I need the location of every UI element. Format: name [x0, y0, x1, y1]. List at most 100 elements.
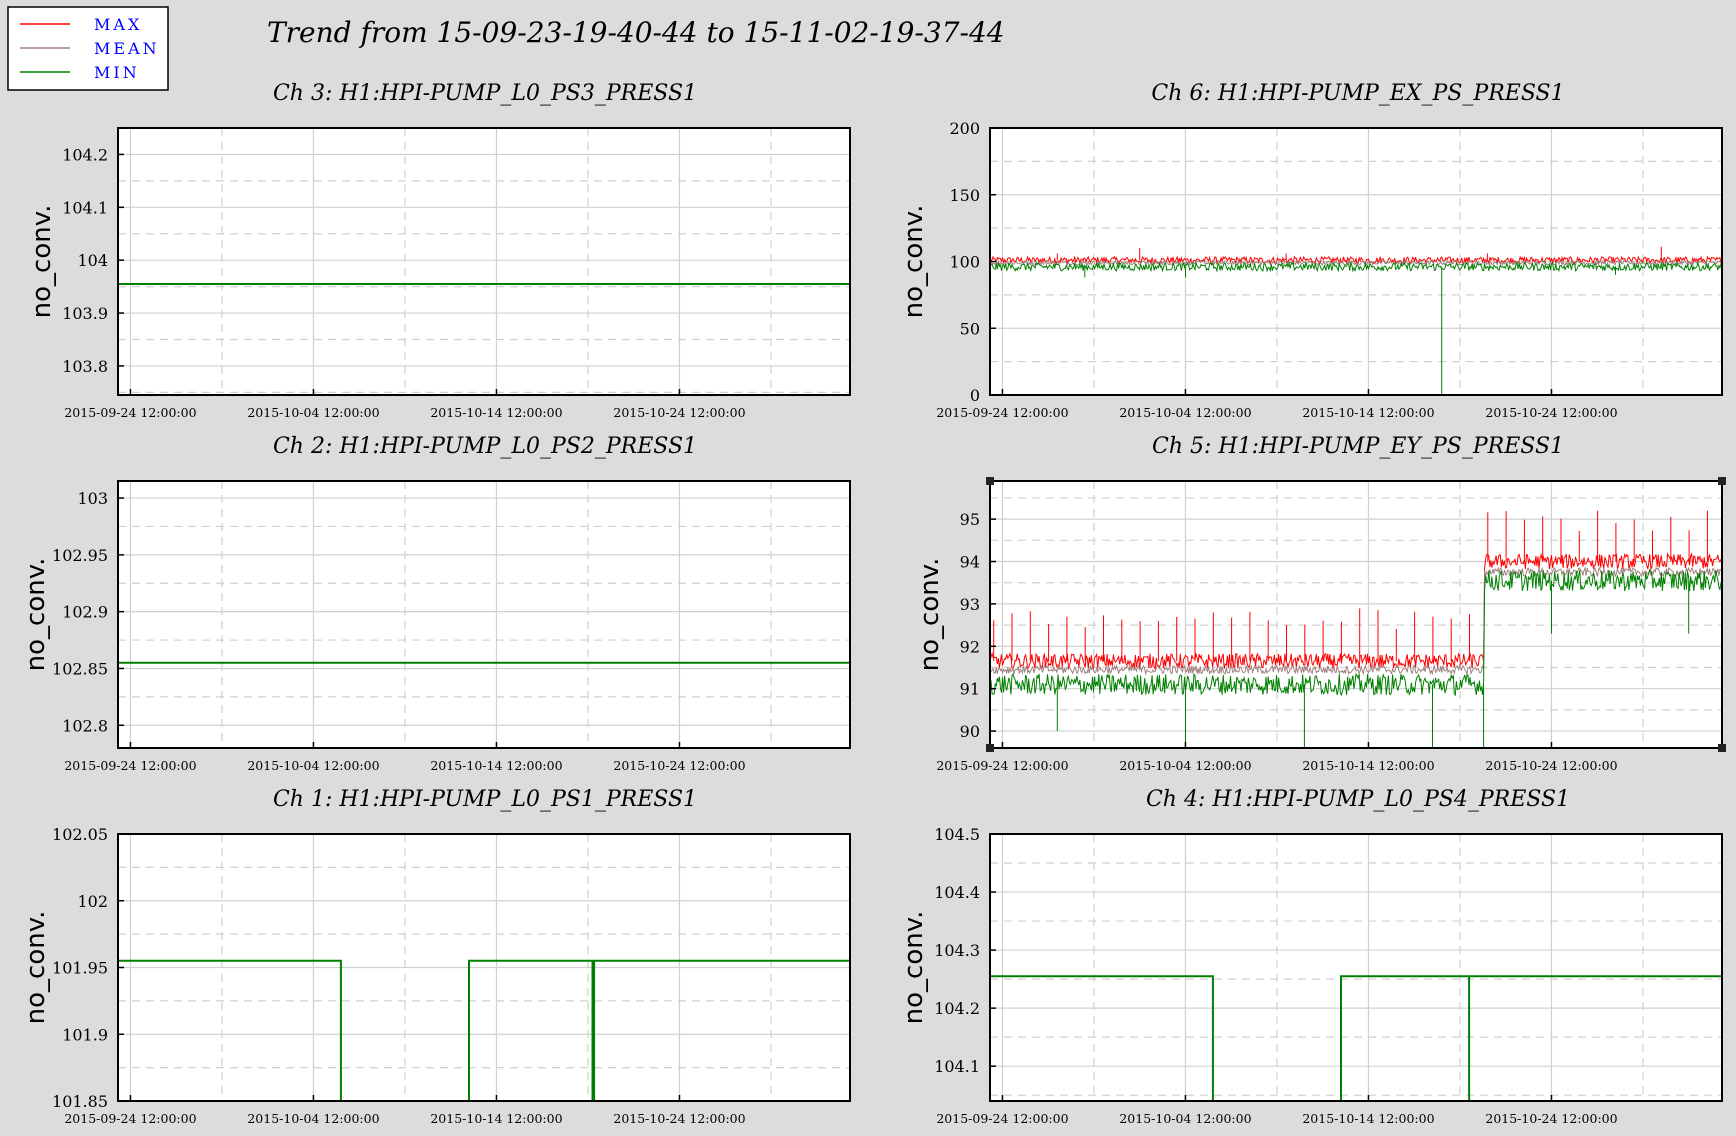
series-group-ch6: [990, 246, 1722, 395]
panel-title-ch1: Ch 1: H1:HPI-PUMP_L0_PS1_PRESS1: [273, 787, 697, 812]
grid-ch3: [118, 127, 850, 395]
selection-handles[interactable]: [986, 477, 1726, 752]
y-tick-label: 104.3: [934, 941, 980, 960]
x-tick-label: 2015-10-24 12:00:00: [613, 1111, 745, 1126]
y-tick-label: 93: [960, 595, 980, 614]
plot-frame-ch5: [989, 480, 1723, 749]
series-mean-ch6: [990, 259, 1722, 267]
y-tick-label: 94: [960, 553, 980, 572]
y-tick-label: 102: [77, 892, 108, 911]
x-tick-label: 2015-10-04 12:00:00: [1119, 758, 1251, 773]
x-tick-label: 2015-10-24 12:00:00: [1485, 405, 1617, 420]
resize-handle[interactable]: [986, 477, 994, 485]
y-tick-label: 102.8: [62, 716, 108, 735]
legend-label-max: MAX: [94, 15, 142, 34]
y-axis-label-ch5: no_conv.: [915, 558, 945, 672]
x-tick-label: 2015-09-24 12:00:00: [64, 758, 196, 773]
y-tick-label: 104.1: [62, 198, 108, 217]
series-mean-ch5: [990, 566, 1722, 676]
y-tick-label: 102.85: [52, 659, 108, 678]
panel-ch5: Ch 5: H1:HPI-PUMP_EY_PS_PRESS1 90 91 92 93 94…: [915, 434, 1723, 773]
panel-title-ch4: Ch 4: H1:HPI-PUMP_L0_PS4_PRESS1: [1146, 787, 1570, 812]
y-tick-label: 101.85: [52, 1092, 108, 1111]
panel-ch2: Ch 2: H1:HPI-PUMP_L0_PS2_PRESS1 102.8 102.…: [21, 434, 851, 773]
plot-frame-ch2: [117, 480, 851, 749]
panel-title-ch6: Ch 6: H1:HPI-PUMP_EX_PS_PRESS1: [1151, 81, 1564, 106]
series-max-ch5: [990, 510, 1722, 670]
panel-ch6: Ch 6: H1:HPI-PUMP_EX_PS_PRESS1 0 50 100 150 2…: [899, 81, 1723, 420]
panel-ch4: Ch 4: H1:HPI-PUMP_L0_PS4_PRESS1 104.1 104.…: [899, 787, 1723, 1126]
panel-ch3: Ch 3: H1:HPI-PUMP_L0_PS3_PRESS1 103.8 103.…: [27, 81, 851, 420]
x-tick-label: 2015-09-24 12:00:00: [64, 1111, 196, 1126]
x-tick-label: 2015-10-14 12:00:00: [1302, 1111, 1434, 1126]
figure-title: Trend from 15-09-23-19-40-44 to 15-11-02…: [267, 16, 1005, 49]
series-min-ch5: [990, 569, 1722, 748]
x-tick-label: 2015-09-24 12:00:00: [936, 1111, 1068, 1126]
panel-title-ch2: Ch 2: H1:HPI-PUMP_L0_PS2_PRESS1: [273, 434, 697, 459]
y-tick-label: 102.9: [62, 603, 108, 622]
x-tick-label: 2015-10-04 12:00:00: [247, 405, 379, 420]
y-tick-label: 100: [949, 253, 980, 272]
series-group-ch4: [990, 975, 1722, 1101]
x-tick-label: 2015-10-04 12:00:00: [1119, 1111, 1251, 1126]
x-tick-label: 2015-09-24 12:00:00: [936, 758, 1068, 773]
grid-ch4: [990, 833, 1722, 1101]
x-tick-label: 2015-10-24 12:00:00: [1485, 1111, 1617, 1126]
y-tick-label: 103: [77, 489, 108, 508]
x-tick-label: 2015-10-14 12:00:00: [430, 1111, 562, 1126]
y-tick-label: 0: [970, 386, 980, 405]
y-tick-label: 104.4: [934, 883, 980, 902]
y-axis-label-ch2: no_conv.: [21, 558, 51, 672]
y-axis-label-ch4: no_conv.: [899, 911, 929, 1025]
y-tick-label: 104.1: [934, 1057, 980, 1076]
y-tick-label: 104: [77, 251, 108, 270]
series-min-ch1: [118, 959, 850, 1101]
panel-title-ch3: Ch 3: H1:HPI-PUMP_L0_PS3_PRESS1: [273, 81, 697, 106]
x-tick-label: 2015-10-14 12:00:00: [430, 405, 562, 420]
y-tick-label: 101.95: [52, 959, 108, 978]
y-axis-label-ch3: no_conv.: [27, 205, 57, 319]
panel-title-ch5: Ch 5: H1:HPI-PUMP_EY_PS_PRESS1: [1152, 434, 1564, 459]
x-tick-label: 2015-09-24 12:00:00: [64, 405, 196, 420]
x-tick-label: 2015-10-14 12:00:00: [430, 758, 562, 773]
plot-frame-ch4: [989, 833, 1723, 1102]
resize-handle[interactable]: [986, 744, 994, 752]
legend-label-mean: MEAN: [94, 39, 160, 58]
y-axis-label-ch1: no_conv.: [21, 911, 51, 1025]
series-group-ch5: [990, 510, 1722, 748]
series-min-ch4: [990, 975, 1722, 1101]
y-tick-label: 102.05: [52, 825, 108, 844]
x-tick-label: 2015-09-24 12:00:00: [936, 405, 1068, 420]
resize-handle[interactable]: [1718, 477, 1726, 485]
grid-ch2: [118, 481, 850, 748]
series-min-ch6: [990, 260, 1722, 395]
y-tick-label: 101.9: [62, 1025, 108, 1044]
x-tick-label: 2015-10-24 12:00:00: [613, 405, 745, 420]
plot-area-ch4: [990, 834, 1722, 1101]
legend-label-min: MIN: [94, 63, 140, 82]
x-tick-label: 2015-10-14 12:00:00: [1302, 405, 1434, 420]
y-tick-label: 104.2: [62, 145, 108, 164]
y-tick-label: 50: [960, 319, 980, 338]
legend: MAX MEAN MIN: [7, 6, 169, 91]
y-tick-label: 92: [960, 637, 980, 656]
x-tick-label: 2015-10-24 12:00:00: [1485, 758, 1617, 773]
x-tick-label: 2015-10-04 12:00:00: [1119, 405, 1251, 420]
series-max-ch6: [990, 246, 1722, 266]
y-axis-label-ch6: no_conv.: [899, 205, 929, 319]
x-tick-label: 2015-10-24 12:00:00: [613, 758, 745, 773]
y-tick-label: 200: [949, 119, 980, 138]
resize-handle[interactable]: [1718, 744, 1726, 752]
panel-ch1: Ch 1: H1:HPI-PUMP_L0_PS1_PRESS1 101.85 101…: [21, 787, 851, 1126]
y-tick-label: 104.5: [934, 825, 980, 844]
y-tick-label: 103.8: [62, 357, 108, 376]
y-tick-label: 91: [960, 680, 980, 699]
y-tick-label: 103.9: [62, 304, 108, 323]
plot-area-ch2: [118, 481, 850, 748]
y-tick-label: 90: [960, 722, 980, 741]
plot-area-ch5: [990, 481, 1722, 748]
plot-frame-ch3: [117, 127, 851, 396]
x-tick-label: 2015-10-04 12:00:00: [247, 1111, 379, 1126]
y-tick-label: 104.2: [934, 999, 980, 1018]
